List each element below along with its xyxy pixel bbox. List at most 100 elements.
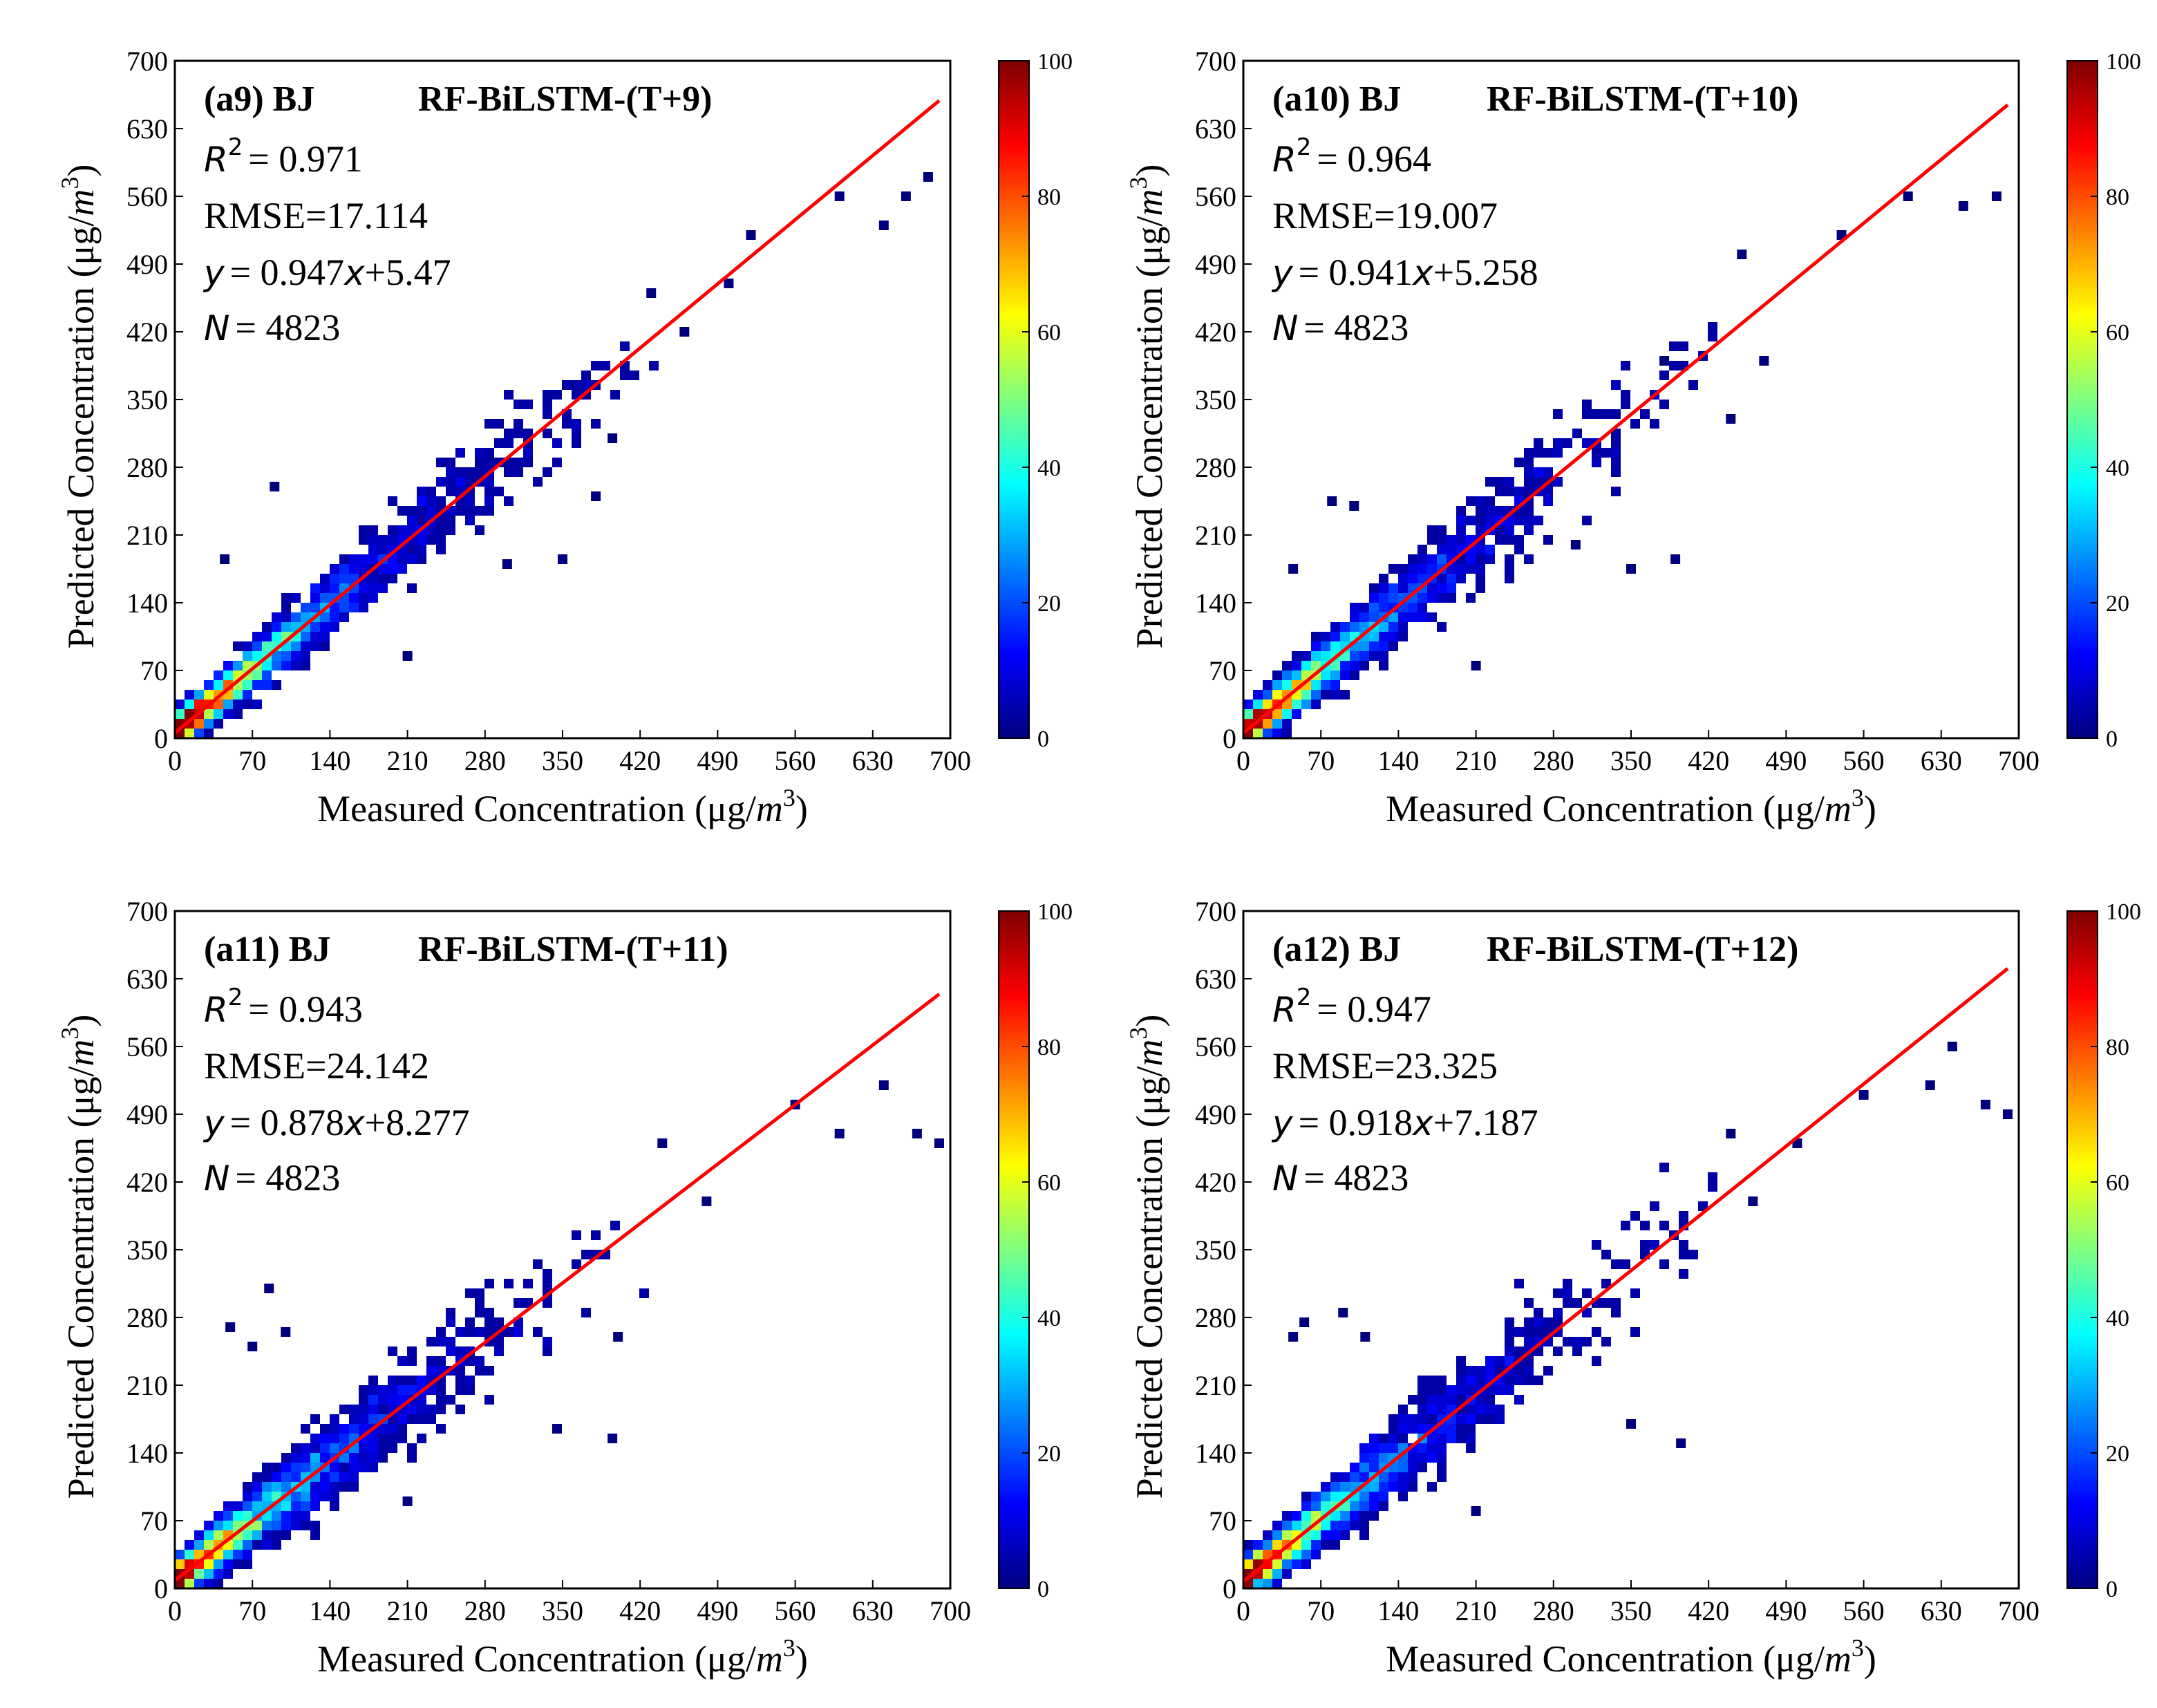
density-cell <box>475 1288 484 1298</box>
density-cell <box>484 1395 494 1405</box>
density-cell <box>1553 438 1563 448</box>
scatter-point <box>1958 201 1968 211</box>
density-cell <box>359 593 368 603</box>
y-tick-label: 280 <box>1195 1302 1236 1333</box>
y-axis-label-text: Predicted Concentration (μg/ <box>1129 1067 1170 1499</box>
density-cell <box>475 525 484 535</box>
density-cell <box>204 1559 214 1569</box>
density-cell <box>397 525 407 535</box>
density-cell <box>1311 1540 1321 1550</box>
density-cell <box>1476 574 1485 583</box>
density-cell <box>1553 477 1563 487</box>
density-cell <box>1553 1317 1563 1327</box>
y-tick-label: 700 <box>1195 46 1236 77</box>
scatter-point <box>270 482 280 491</box>
density-cell <box>281 1453 291 1463</box>
density-cell <box>301 1511 310 1521</box>
y-tick-label: 0 <box>154 1573 168 1604</box>
density-cell <box>465 1288 475 1298</box>
density-cell <box>1514 487 1524 496</box>
density-cell <box>1534 448 1543 458</box>
density-cell <box>407 554 417 564</box>
density-cell <box>291 1492 301 1501</box>
x-tick-label: 700 <box>930 1595 971 1626</box>
y-axis-label-unit: m <box>1129 1040 1170 1067</box>
x-tick-label: 70 <box>1307 745 1335 776</box>
density-cell <box>1456 564 1466 574</box>
density-cell <box>339 1434 349 1443</box>
density-cell <box>301 1453 310 1463</box>
density-cell <box>233 661 243 670</box>
density-cell <box>252 632 262 641</box>
scatter-point <box>901 191 911 201</box>
rmse-annotation: RMSE=23.325 <box>1272 1045 1498 1087</box>
density-cell <box>1601 1298 1611 1308</box>
density-cell <box>233 1540 243 1550</box>
density-cell <box>1379 574 1388 583</box>
density-cell <box>281 622 291 632</box>
density-cell <box>581 380 591 390</box>
density-cell <box>591 361 601 370</box>
density-cell <box>368 1376 378 1385</box>
density-cell <box>1379 622 1388 632</box>
density-cell <box>194 1550 204 1559</box>
density-cell <box>272 661 281 670</box>
density-cell <box>243 1540 252 1550</box>
density-cell <box>1243 700 1253 709</box>
density-cell <box>310 1492 320 1501</box>
scatter-point <box>1288 1332 1299 1342</box>
density-cell <box>1427 535 1437 545</box>
fit-line <box>173 99 941 735</box>
density-cell <box>301 1492 310 1501</box>
density-cell <box>301 1501 310 1511</box>
density-cell <box>1263 1550 1272 1559</box>
density-cell <box>1495 1414 1505 1424</box>
density-cell <box>1456 535 1466 545</box>
density-cell <box>359 1424 368 1434</box>
density-cell <box>1505 525 1514 535</box>
x-tick-label: 490 <box>697 745 738 776</box>
density-cell <box>233 1550 243 1559</box>
density-cell <box>1379 1434 1388 1443</box>
density-cell <box>1437 1376 1447 1385</box>
density-cell <box>484 1327 494 1337</box>
density-cell <box>1611 487 1621 496</box>
density-cell <box>562 380 572 390</box>
density-cell <box>1369 651 1379 661</box>
density-cell <box>504 496 514 506</box>
density-cell <box>1292 1559 1301 1569</box>
density-cell <box>1505 1385 1514 1395</box>
density-cell <box>1466 554 1476 564</box>
density-cell <box>484 448 494 458</box>
density-cell <box>533 1259 543 1269</box>
density-cell <box>465 1327 475 1337</box>
density-cell <box>223 709 233 719</box>
density-cell <box>194 719 204 729</box>
density-cell <box>1243 709 1253 719</box>
density-cell <box>1398 1482 1408 1492</box>
density-cell <box>1650 1240 1659 1250</box>
density-cell <box>1679 1211 1688 1221</box>
n-symbol: N <box>204 308 229 348</box>
scatter-point <box>264 1284 274 1293</box>
colorbar-tick-label: 40 <box>2106 456 2129 481</box>
density-cell <box>1505 477 1514 487</box>
y-axis-label-close: ) <box>1129 165 1170 177</box>
density-cell <box>301 1482 310 1492</box>
density-cell <box>446 516 455 525</box>
density-cell <box>1601 1250 1611 1259</box>
density-cell <box>1688 1250 1698 1259</box>
density-cell <box>1669 361 1679 370</box>
density-cell <box>1388 632 1398 641</box>
scatter-point <box>281 1327 291 1337</box>
density-cell <box>1350 1521 1359 1530</box>
density-cell <box>1253 1550 1263 1559</box>
density-cell <box>1572 1346 1582 1356</box>
density-cell <box>1447 593 1456 603</box>
density-cell <box>368 1414 378 1424</box>
density-cell <box>1272 670 1282 680</box>
density-cell <box>1272 709 1282 719</box>
y-tick-label: 210 <box>126 520 168 551</box>
density-cell <box>1456 1366 1466 1376</box>
rmse-annotation: RMSE=17.114 <box>204 195 428 236</box>
